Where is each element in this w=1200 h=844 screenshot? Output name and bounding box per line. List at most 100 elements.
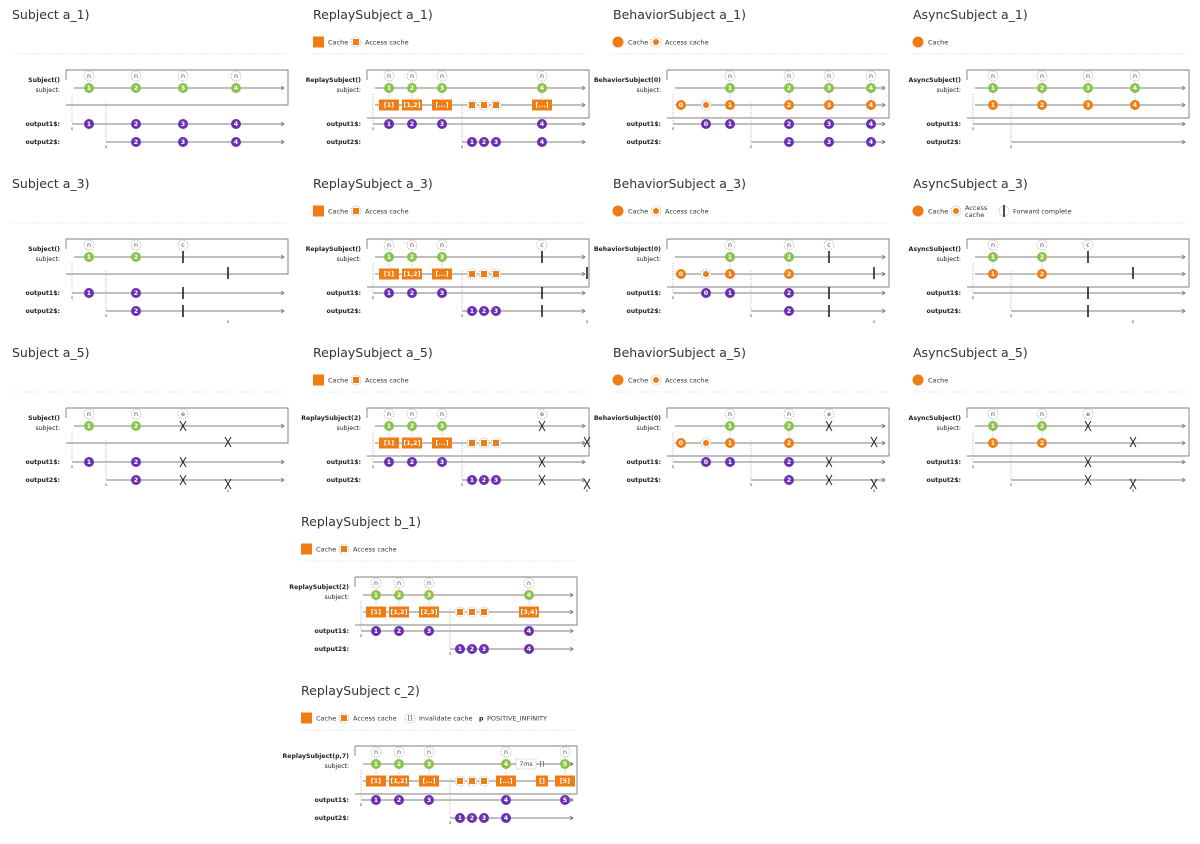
output1-value-marble-label: 3 <box>427 797 431 804</box>
subject-value-marble-label: 4 <box>527 592 532 599</box>
access-cache-marble-square <box>493 102 499 108</box>
cache-box <box>532 99 552 111</box>
subject-value-marble <box>784 421 794 431</box>
notification-marble-label: n <box>134 411 138 418</box>
subject-value-marble <box>407 421 417 431</box>
output1-value-marble <box>784 119 794 129</box>
legend-cache-swatch <box>313 36 324 48</box>
subject-timeline-arrow <box>1181 423 1186 429</box>
notification-marble-label: n <box>563 749 567 756</box>
delay-label: 7ms <box>519 761 532 768</box>
output1-value-marble-label: 2 <box>410 290 414 297</box>
cache-box <box>519 606 539 618</box>
notification-marble-label: n <box>1040 73 1044 80</box>
cache-box-label: [2,3] <box>421 609 438 616</box>
legend-cache-label: Cache <box>316 714 336 722</box>
constructor-label: Subject() <box>28 77 60 84</box>
cache-box-label: [...] <box>423 778 436 785</box>
output1-value-marble-label: 1 <box>728 290 732 297</box>
cache-box <box>536 775 548 787</box>
cache-box <box>366 775 386 787</box>
notification-marble-label: n <box>234 73 238 80</box>
legend-access-cache-swatch-square <box>353 208 359 214</box>
cache-marble-label: 2 <box>787 440 791 447</box>
subject-value-marble-label: 3 <box>440 254 444 261</box>
notification-marble-label: n <box>387 242 391 249</box>
subject-value-marble <box>437 83 447 93</box>
subject-value-marble-label: 4 <box>540 85 545 92</box>
output2-replay-marble-label: 1 <box>470 139 474 146</box>
subject-value-marble <box>988 252 998 262</box>
output2-row-label: output2$: <box>627 477 662 484</box>
subject-row-label: subject: <box>35 256 60 263</box>
output2-timeline-arrow <box>280 139 285 145</box>
output2-row-label: output2$: <box>327 139 362 146</box>
output2-replay-marble <box>491 306 501 316</box>
subject-value-marble-label: 1 <box>87 85 91 92</box>
output1-value-marble-label: 2 <box>410 459 414 466</box>
output2-replay-marble <box>467 644 477 654</box>
output1-subscribe-marker: s <box>672 465 675 470</box>
subject-value-marble <box>437 421 447 431</box>
subject-value-marble <box>131 252 141 262</box>
notification-marble-label: n <box>504 749 508 756</box>
output2-replay-marble-label: 3 <box>482 815 486 822</box>
subject-value-marble <box>725 421 735 431</box>
notification-marble-label: n <box>1133 73 1137 80</box>
subject-value-marble <box>524 590 534 600</box>
legend-cache-label: Cache <box>628 376 648 384</box>
legend-infinity-symbol: p <box>479 715 484 722</box>
output2-error <box>179 474 187 486</box>
access-cache-marble-square <box>481 609 487 615</box>
constructor-label: AsyncSubject() <box>909 246 962 253</box>
diagram-title: ReplaySubject a_3) <box>313 176 433 191</box>
subject-row-label: subject: <box>336 87 361 94</box>
cache-marble-label: 1 <box>991 271 995 278</box>
output1-value-marble-label: 2 <box>397 628 401 635</box>
diagram-behavior-a5: BehaviorSubject a_5) Cache Access cache Beh… <box>594 345 890 494</box>
subject-value-marble-label: 1 <box>374 761 378 768</box>
output1-value-marble-label: 1 <box>387 121 391 128</box>
subject-timeline-arrow <box>280 254 285 260</box>
cache-timeline-arrow <box>581 440 586 446</box>
cache-marble-label: 1 <box>728 440 732 447</box>
subject-complete <box>541 251 543 263</box>
constructor-label: AsyncSubject() <box>909 77 962 84</box>
diagram-replay-a1: ReplaySubject a_1) Cache Access cache Repla… <box>306 7 590 150</box>
output2-value-marble-label: 4 <box>869 139 874 146</box>
output1-value-marble <box>371 626 381 636</box>
output1-timeline-arrow <box>881 459 886 465</box>
output1-value-marble <box>84 288 94 298</box>
output1-subscribe-marker: s <box>672 296 675 301</box>
cache-box-label: [] <box>539 778 545 785</box>
output2-replay-marble <box>479 644 489 654</box>
output1-value-marble-label: 2 <box>134 459 138 466</box>
access-cache-marble-square <box>493 271 499 277</box>
legend-cache-label: Cache <box>316 545 336 553</box>
subject-timeline-arrow <box>569 761 574 767</box>
output2-replay-marble-label: 2 <box>482 139 486 146</box>
legend-invalidate-mark: [] <box>408 715 413 722</box>
notification-marble-label: n <box>440 411 444 418</box>
legend-cache-swatch <box>912 374 924 386</box>
constructor-label: BehaviorSubject(0) <box>594 246 661 253</box>
legend-access-cache-swatch-dot <box>653 377 659 383</box>
output1-timeline-arrow <box>569 797 574 803</box>
access-cache-marble-dot <box>703 271 709 277</box>
output1-complete <box>828 287 830 299</box>
termination-notification-label: c <box>1086 242 1090 249</box>
termination-notification <box>1082 408 1094 420</box>
subject-timeline-arrow <box>881 423 886 429</box>
subject-frame <box>967 407 1190 457</box>
notification-marble-label: n <box>427 749 431 756</box>
cache-box-label: [...] <box>436 440 449 447</box>
diagram-replay-a5: ReplaySubject a_5) Cache Access cache Repla… <box>301 345 591 494</box>
subject-timeline-arrow <box>581 85 586 91</box>
late-subscribe-marker: s <box>586 320 589 325</box>
output1-value-marble-label: 3 <box>440 290 444 297</box>
cache-box-label: [1,2] <box>404 102 421 109</box>
output1-value-marble-label: 2 <box>134 290 138 297</box>
output1-value-marble-label: 2 <box>787 459 791 466</box>
output1-subscribe-marker: s <box>372 127 375 132</box>
